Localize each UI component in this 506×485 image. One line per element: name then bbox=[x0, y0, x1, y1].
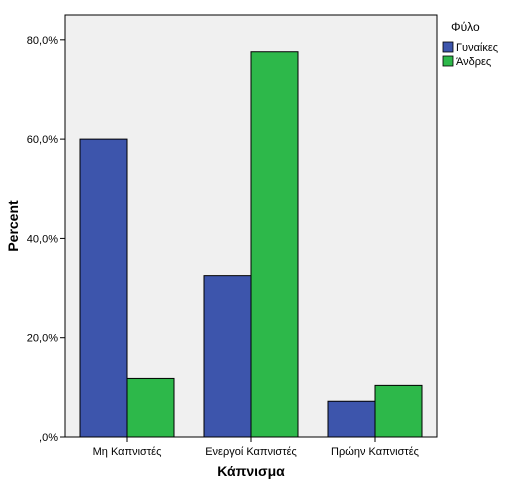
y-tick-label: 80,0% bbox=[27, 35, 58, 47]
bar-women-2 bbox=[327, 400, 376, 438]
bar-men-2 bbox=[374, 384, 423, 438]
legend: Φύλο Γυναίκες Άνδρες bbox=[442, 20, 498, 68]
y-tick-label: 40,0% bbox=[27, 233, 58, 245]
x-tick-label: Ενεργοί Καπνιστές bbox=[205, 446, 297, 458]
bars-group bbox=[79, 51, 423, 438]
y-tick-label: 20,0% bbox=[27, 333, 58, 345]
bar-women-1 bbox=[203, 275, 252, 438]
y-tick-label: 60,0% bbox=[27, 134, 58, 146]
legend-swatch-men bbox=[442, 55, 454, 67]
legend-title: Φύλο bbox=[451, 20, 480, 34]
x-ticks-group: Μη Καπνιστές Ενεργοί Καπνιστές Πρώην Καπνι… bbox=[93, 437, 419, 458]
x-tick-label: Μη Καπνιστές bbox=[93, 446, 162, 458]
y-axis-title: Percent bbox=[5, 200, 21, 252]
bar-men-0 bbox=[126, 377, 175, 438]
legend-label-men: Άνδρες bbox=[456, 56, 491, 68]
bar-men-1 bbox=[250, 51, 299, 438]
x-axis-title: Κάπνισμα bbox=[217, 463, 285, 479]
x-tick-label: Πρώην Καπνιστές bbox=[331, 446, 419, 458]
y-tick-label: ,0% bbox=[39, 432, 58, 444]
legend-swatch-women bbox=[442, 41, 454, 53]
bar-women-0 bbox=[79, 138, 128, 438]
legend-label-women: Γυναίκες bbox=[456, 42, 498, 54]
y-ticks-group: ,0% 20,0% 40,0% 60,0% 80,0% bbox=[27, 35, 65, 444]
